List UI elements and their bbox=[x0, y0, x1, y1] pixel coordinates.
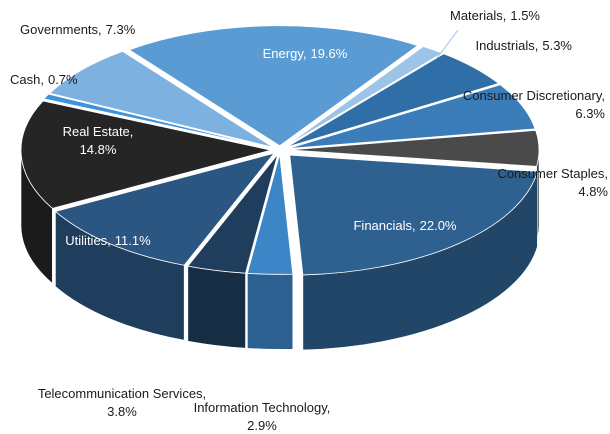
slice-side bbox=[247, 272, 294, 350]
category-label: Governments, bbox=[20, 22, 102, 37]
category-label: Utilities, bbox=[65, 233, 111, 248]
slice bbox=[20, 100, 272, 209]
slice bbox=[289, 154, 538, 276]
slice-label: Telecommunication Services, 3.8% bbox=[38, 386, 206, 419]
category-label: Financials, bbox=[353, 218, 415, 233]
slice bbox=[49, 50, 274, 148]
slice-label: Energy, 19.6% bbox=[263, 46, 348, 61]
slice bbox=[288, 129, 540, 167]
category-label: Materials, bbox=[450, 8, 506, 23]
slice-label: Cash, 0.7% bbox=[10, 72, 78, 87]
category-label: Industrials, bbox=[475, 38, 538, 53]
slice-label: Utilities, 11.1% bbox=[65, 233, 151, 248]
category-label: Consumer Discretionary, bbox=[463, 88, 605, 103]
value-label: 19.6% bbox=[310, 46, 347, 61]
value-label: 22.0% bbox=[420, 218, 457, 233]
slice bbox=[128, 25, 419, 147]
slice bbox=[187, 153, 279, 274]
value-label: 11.1% bbox=[115, 233, 151, 248]
value-label: 1.5% bbox=[510, 8, 540, 23]
category-label: Information Technology, bbox=[194, 400, 331, 415]
slice-label: Consumer Discretionary, 6.3% bbox=[463, 88, 606, 121]
slice-label: Industrials, 5.3% bbox=[475, 38, 572, 53]
category-label: Cash, bbox=[10, 72, 44, 87]
slice-label: Consumer Staples, 4.8% bbox=[497, 166, 608, 199]
slice-label: Materials, 1.5% bbox=[450, 8, 540, 23]
category-label: Telecommunication Services, bbox=[38, 386, 206, 401]
slice bbox=[288, 84, 536, 149]
slice bbox=[285, 45, 444, 147]
slice-side bbox=[187, 265, 246, 349]
slice bbox=[54, 152, 276, 266]
value-label: 2.9% bbox=[247, 418, 277, 433]
leader-line bbox=[436, 29, 459, 59]
slice-label: Governments, 7.3% bbox=[20, 22, 136, 37]
slice bbox=[246, 154, 294, 275]
category-label: Real Estate, bbox=[63, 124, 134, 139]
category-label: Energy, bbox=[263, 46, 307, 61]
value-label: 5.3% bbox=[542, 38, 572, 53]
value-label: 0.7% bbox=[48, 72, 78, 87]
slice-label: Information Technology, 2.9% bbox=[194, 400, 331, 433]
slice bbox=[286, 53, 500, 148]
category-label: Consumer Staples, bbox=[497, 166, 608, 181]
slice bbox=[43, 93, 272, 149]
slice-label: Financials, 22.0% bbox=[353, 218, 456, 233]
slice-label: Real Estate, 14.8% bbox=[63, 124, 134, 157]
value-label: 6.3% bbox=[575, 106, 605, 121]
value-label: 4.8% bbox=[578, 184, 608, 199]
value-label: 3.8% bbox=[107, 404, 137, 419]
value-label: 7.3% bbox=[106, 22, 136, 37]
value-label: 14.8% bbox=[80, 142, 117, 157]
